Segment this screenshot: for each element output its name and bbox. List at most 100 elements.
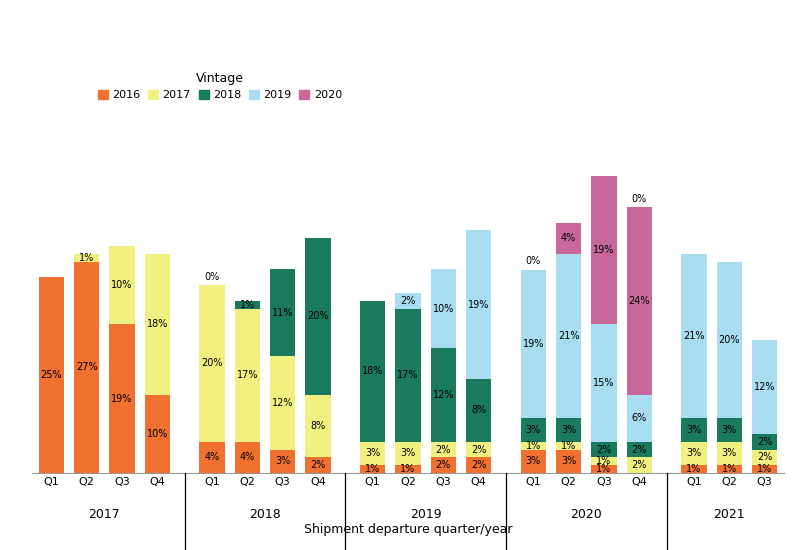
- Text: 19%: 19%: [522, 339, 544, 349]
- Bar: [752, 449, 778, 465]
- Bar: [752, 465, 778, 473]
- Text: 3%: 3%: [722, 425, 737, 435]
- Bar: [466, 379, 491, 442]
- Bar: [234, 309, 260, 442]
- Bar: [556, 442, 582, 449]
- Text: 10%: 10%: [111, 280, 133, 290]
- Bar: [234, 442, 260, 473]
- Bar: [556, 418, 582, 442]
- Text: 24%: 24%: [629, 296, 650, 306]
- Text: 0%: 0%: [632, 194, 647, 204]
- Text: 20%: 20%: [307, 311, 329, 321]
- Bar: [717, 418, 742, 442]
- Text: 4%: 4%: [240, 452, 255, 463]
- Text: 0%: 0%: [205, 272, 220, 282]
- Text: 0%: 0%: [526, 256, 541, 266]
- Text: 19%: 19%: [594, 245, 614, 255]
- Bar: [430, 270, 456, 348]
- Text: 2%: 2%: [596, 444, 612, 454]
- Text: 3%: 3%: [561, 456, 576, 466]
- Text: 1%: 1%: [686, 464, 702, 474]
- Bar: [682, 418, 706, 442]
- Text: 1%: 1%: [526, 441, 541, 450]
- Text: 20%: 20%: [718, 335, 740, 345]
- Text: 3%: 3%: [722, 448, 737, 459]
- Text: 1%: 1%: [400, 464, 416, 474]
- Bar: [591, 465, 617, 473]
- Bar: [626, 207, 652, 395]
- Text: 25%: 25%: [41, 370, 62, 380]
- Text: 12%: 12%: [272, 398, 294, 408]
- Text: 11%: 11%: [272, 307, 294, 317]
- Text: 2%: 2%: [310, 460, 326, 470]
- Bar: [521, 270, 546, 418]
- Text: 2020: 2020: [570, 508, 602, 521]
- Bar: [591, 175, 617, 324]
- Bar: [395, 309, 421, 442]
- Bar: [199, 442, 225, 473]
- Text: 2%: 2%: [400, 296, 416, 306]
- Text: 10%: 10%: [433, 304, 454, 313]
- Text: 3%: 3%: [686, 425, 702, 435]
- Bar: [270, 356, 295, 449]
- Text: 3%: 3%: [275, 456, 290, 466]
- Text: 2018: 2018: [249, 508, 281, 521]
- Bar: [591, 458, 617, 465]
- Text: 3%: 3%: [526, 456, 541, 466]
- Text: 2%: 2%: [436, 460, 451, 470]
- Bar: [430, 348, 456, 442]
- Text: 12%: 12%: [754, 382, 775, 392]
- Bar: [521, 442, 546, 449]
- Text: 2%: 2%: [631, 460, 647, 470]
- Text: 8%: 8%: [471, 405, 486, 415]
- Text: 21%: 21%: [683, 331, 705, 341]
- Bar: [717, 442, 742, 465]
- Text: 1%: 1%: [596, 456, 611, 466]
- X-axis label: Shipment departure quarter/year: Shipment departure quarter/year: [304, 523, 512, 536]
- Bar: [682, 254, 706, 418]
- Bar: [74, 254, 99, 262]
- Bar: [395, 442, 421, 465]
- Bar: [717, 262, 742, 418]
- Bar: [556, 223, 582, 254]
- Bar: [199, 285, 225, 442]
- Bar: [360, 301, 386, 442]
- Bar: [270, 449, 295, 473]
- Text: 1%: 1%: [79, 253, 94, 263]
- Bar: [626, 395, 652, 442]
- Bar: [682, 442, 706, 465]
- Text: 19%: 19%: [111, 394, 133, 404]
- Text: 18%: 18%: [362, 366, 383, 376]
- Text: 15%: 15%: [593, 378, 614, 388]
- Text: 1%: 1%: [596, 464, 611, 474]
- Bar: [360, 465, 386, 473]
- Bar: [752, 434, 778, 449]
- Legend: 2016, 2017, 2018, 2019, 2020: 2016, 2017, 2018, 2019, 2020: [98, 72, 342, 101]
- Text: 3%: 3%: [686, 448, 702, 459]
- Text: 2019: 2019: [410, 508, 442, 521]
- Bar: [74, 262, 99, 473]
- Bar: [626, 442, 652, 458]
- Text: 10%: 10%: [146, 429, 168, 439]
- Text: 3%: 3%: [400, 448, 416, 459]
- Bar: [395, 293, 421, 309]
- Text: 17%: 17%: [398, 370, 418, 380]
- Bar: [270, 270, 295, 356]
- Text: 2%: 2%: [471, 444, 486, 454]
- Bar: [626, 458, 652, 473]
- Bar: [395, 465, 421, 473]
- Text: 20%: 20%: [202, 359, 223, 369]
- Text: 1%: 1%: [722, 464, 737, 474]
- Text: 6%: 6%: [632, 413, 647, 423]
- Text: 1%: 1%: [240, 300, 255, 310]
- Text: 2%: 2%: [757, 452, 772, 463]
- Bar: [556, 254, 582, 418]
- Text: 18%: 18%: [146, 320, 168, 329]
- Text: 12%: 12%: [433, 390, 454, 400]
- Bar: [145, 395, 170, 473]
- Bar: [466, 458, 491, 473]
- Bar: [306, 238, 330, 395]
- Bar: [110, 324, 134, 473]
- Bar: [110, 246, 134, 324]
- Bar: [591, 324, 617, 442]
